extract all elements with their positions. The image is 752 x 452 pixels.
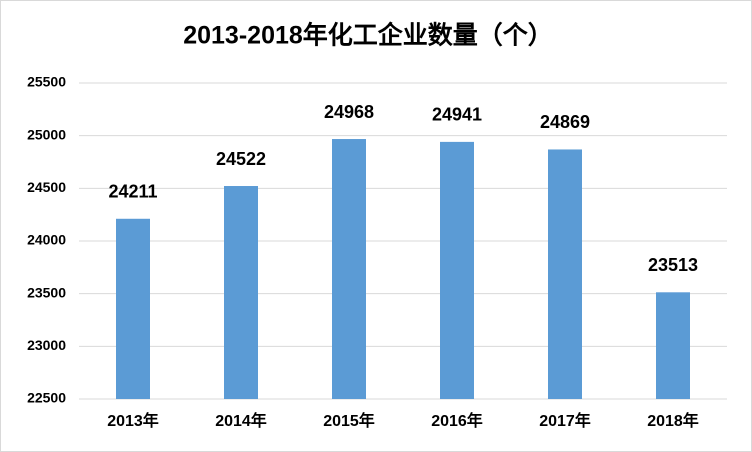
bar: [116, 218, 150, 399]
bar: [332, 139, 366, 399]
data-label: 24941: [432, 105, 482, 125]
y-tick-label: 25500: [27, 74, 66, 90]
data-label: 24869: [540, 112, 590, 132]
x-tick-label: 2018年: [647, 411, 699, 430]
y-tick-label: 24000: [27, 232, 66, 248]
data-label: 24968: [324, 102, 374, 122]
bar: [548, 149, 582, 399]
x-tick-label: 2013年: [107, 411, 159, 430]
y-tick-label: 25000: [27, 126, 66, 142]
bar: [656, 292, 690, 399]
y-tick-label: 23000: [27, 337, 66, 353]
data-label: 24522: [216, 149, 266, 169]
y-tick-label: 22500: [27, 390, 66, 406]
x-tick-label: 2015年: [323, 411, 375, 430]
x-tick-label: 2016年: [431, 411, 483, 430]
y-tick-label: 24500: [27, 179, 66, 195]
y-tick-label: 23500: [27, 284, 66, 300]
chart-title: 2013-2018年化工企业数量（个）: [183, 21, 553, 50]
data-label: 23513: [648, 255, 698, 275]
x-tick-label: 2014年: [215, 411, 267, 430]
bar: [440, 141, 474, 399]
x-tick-label: 2017年: [539, 411, 591, 430]
bar: [224, 186, 258, 399]
data-label: 24211: [108, 182, 157, 202]
